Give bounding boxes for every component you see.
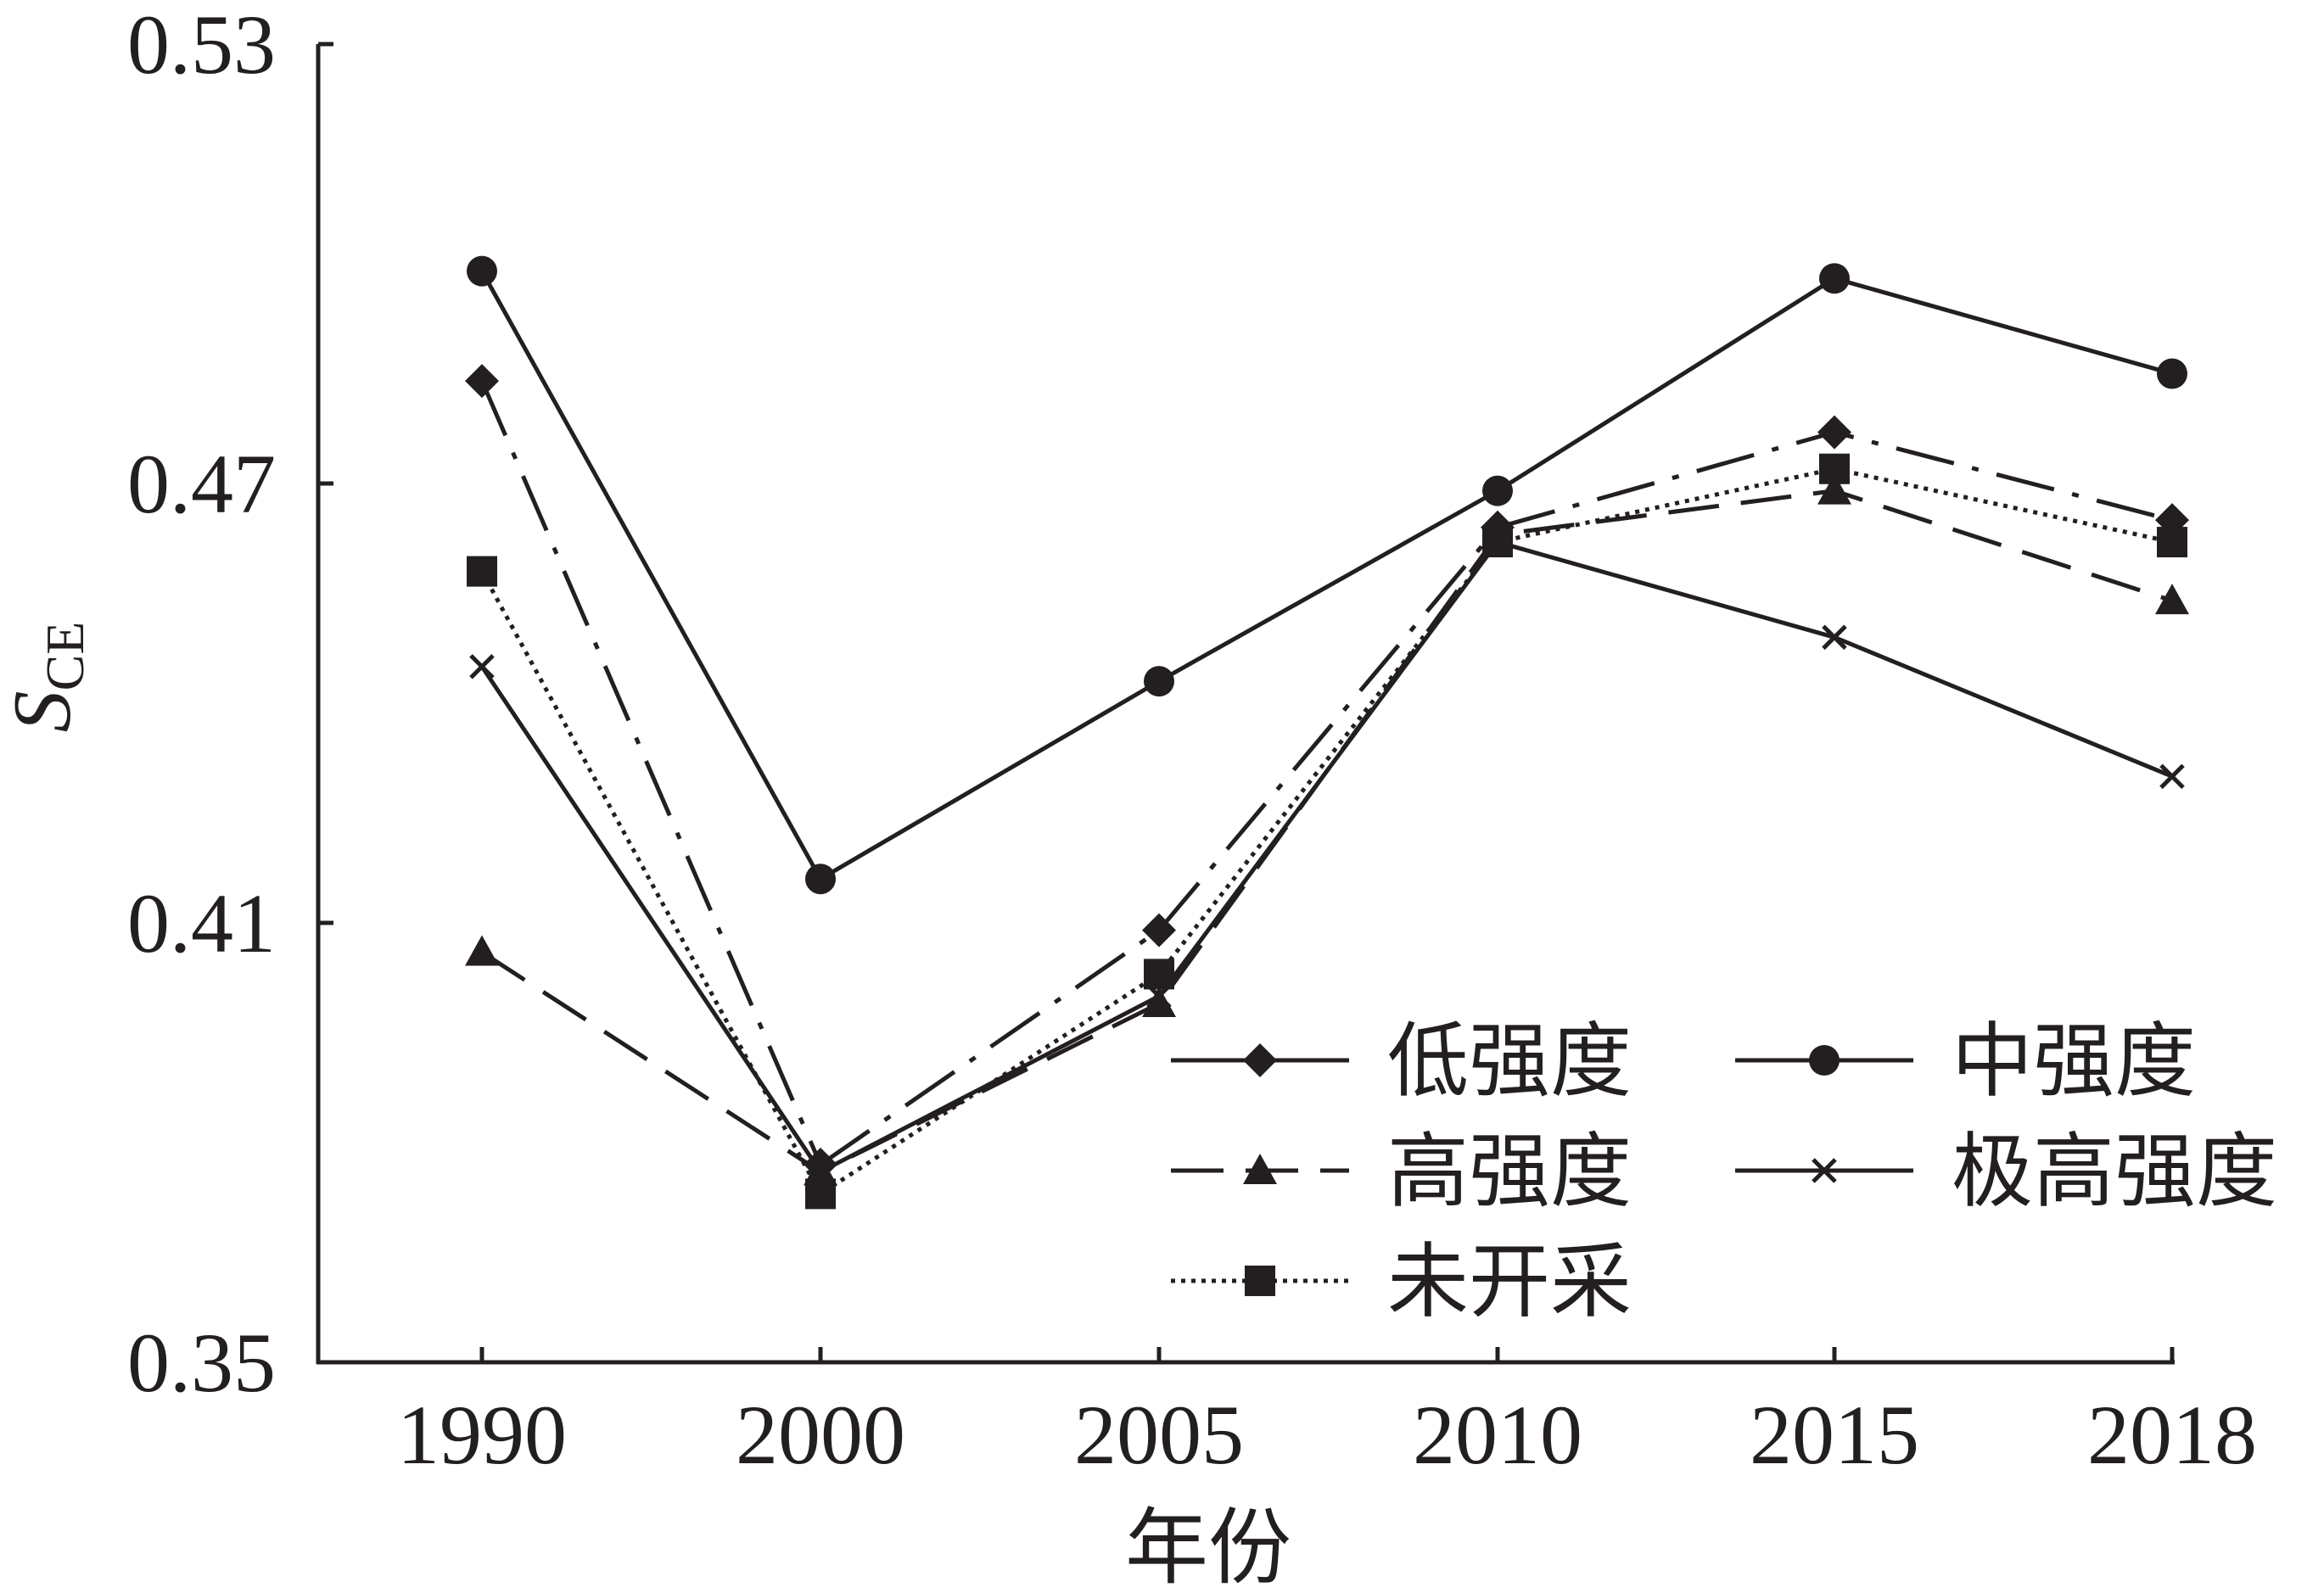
legend-item-5: 未开采 [1171,1237,1632,1328]
series-2 [467,255,2187,895]
point-1-1990 [465,364,499,399]
point-2-2005 [1144,666,1174,697]
legend-marker-1 [1243,1043,1277,1077]
point-5-2018 [2157,527,2187,558]
x-tick-label-2010: 2010 [1413,1388,1582,1482]
series-line-1-seg-2 [819,526,1499,1166]
x-tick-label-2018: 2018 [2087,1388,2257,1482]
series-line-4 [479,539,2173,1175]
y-tick-label-0.41: 0.41 [127,876,276,970]
legend-label-2: 中强度 [1952,1016,2196,1107]
point-3-2015 [1817,473,1851,505]
legend-item-3: 高强度 [1171,1126,1632,1217]
point-2-2015 [1819,263,1850,294]
legend-marker-3 [1243,1154,1277,1184]
point-3-2018 [2155,584,2189,615]
x-tick-label-2005: 2005 [1074,1388,1244,1482]
series-4 [469,529,2185,1185]
series-line-3 [480,489,2173,1175]
point-5-2015 [1819,453,1850,484]
legend-item-1: 低强度 [1171,1016,1632,1107]
point-3-1990 [465,935,499,966]
legend-label-4: 极高强度 [1952,1126,2277,1217]
point-2-2010 [1482,475,1513,506]
legend-label-1: 低强度 [1387,1016,1632,1107]
series-line-2 [479,270,2173,881]
series-3 [465,473,2189,1186]
legend-item-2: 中强度 [1735,1016,2196,1107]
point-5-2000 [805,1178,836,1210]
point-1-2005 [1142,913,1176,947]
series-1 [465,364,2189,1182]
point-2-2000 [805,864,836,895]
legend-marker-4 [1812,1158,1837,1183]
y-axis-title-sub: CE [35,622,95,691]
point-2-1990 [467,255,497,287]
point-2-2018 [2157,358,2187,389]
x-tick-label-2015: 2015 [1750,1388,1919,1482]
point-5-1990 [467,556,497,587]
point-4-2018 [2159,763,2185,790]
x-tick-label-2000: 2000 [736,1388,905,1482]
series-layer [465,255,2189,1210]
series-5 [467,453,2187,1210]
y-axis-title: SCE [0,622,95,733]
point-1-2015 [1817,415,1851,450]
y-ticks: 0.35 0.41 0.47 0.53 [127,0,333,1410]
point-5-2005 [1144,959,1174,990]
series-line-1-seg-1 [479,380,823,1165]
axes [316,44,2175,1365]
legend-marker-2 [1809,1045,1840,1076]
y-tick-label-0.47: 0.47 [127,437,276,531]
point-4-2015 [1822,624,1847,651]
x-axis-title: 年份 [1125,1503,1291,1593]
legend-label-3: 高强度 [1387,1126,1632,1217]
legend-item-4: 极高强度 [1735,1126,2277,1217]
point-3-2005 [1142,986,1176,1017]
series-line-5 [479,467,2173,1196]
legend-label-5: 未开采 [1387,1237,1632,1328]
legend-marker-5 [1245,1266,1275,1296]
y-tick-label-0.35: 0.35 [127,1316,276,1410]
x-tick-label-1990: 1990 [397,1388,567,1482]
point-4-1990 [469,654,495,679]
y-tick-label-0.53: 0.53 [127,0,276,92]
y-axis-title-main: S [0,690,88,732]
point-5-2010 [1482,527,1513,558]
x-ticks: 1990 2000 2005 2010 2015 2018 [397,1347,2257,1482]
